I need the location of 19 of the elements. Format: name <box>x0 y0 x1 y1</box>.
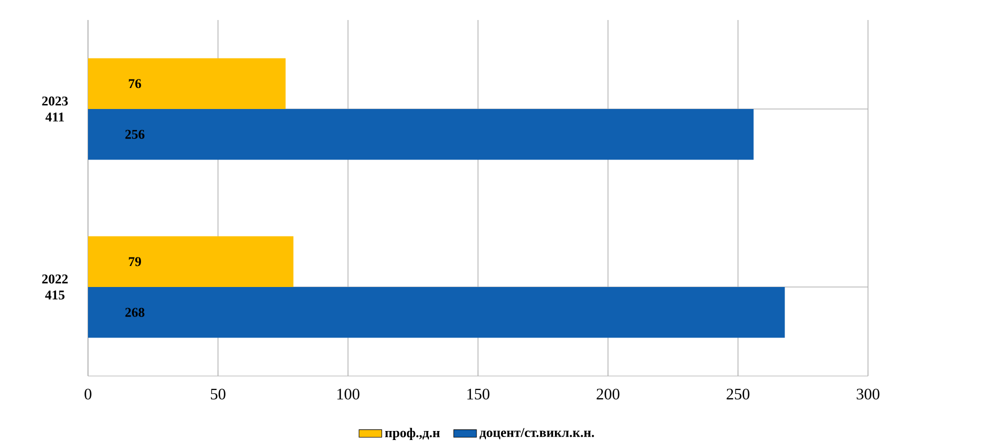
bar <box>88 58 286 109</box>
data-label: 256 <box>125 130 144 139</box>
x-tick-label: 50 <box>210 388 226 400</box>
legend-label: проф.,д.н <box>385 428 440 440</box>
x-tick-label: 150 <box>467 388 490 400</box>
bar <box>88 236 294 287</box>
bar <box>88 286 785 338</box>
x-tick-label: 0 <box>84 388 92 400</box>
data-label: 76 <box>128 79 142 88</box>
y-tick-label: 2023 411 <box>42 96 68 122</box>
x-tick-label: 100 <box>337 388 360 400</box>
x-tick-label: 200 <box>596 388 620 400</box>
data-label: 79 <box>128 257 141 266</box>
data-label: 268 <box>125 308 144 317</box>
bar <box>88 108 754 160</box>
x-tick-label: 300 <box>856 388 880 400</box>
x-tick-label: 250 <box>726 388 750 400</box>
legend-label: доцент/ст.викл.к.н. <box>480 428 594 440</box>
y-tick-label: 2022 415 <box>42 274 68 300</box>
